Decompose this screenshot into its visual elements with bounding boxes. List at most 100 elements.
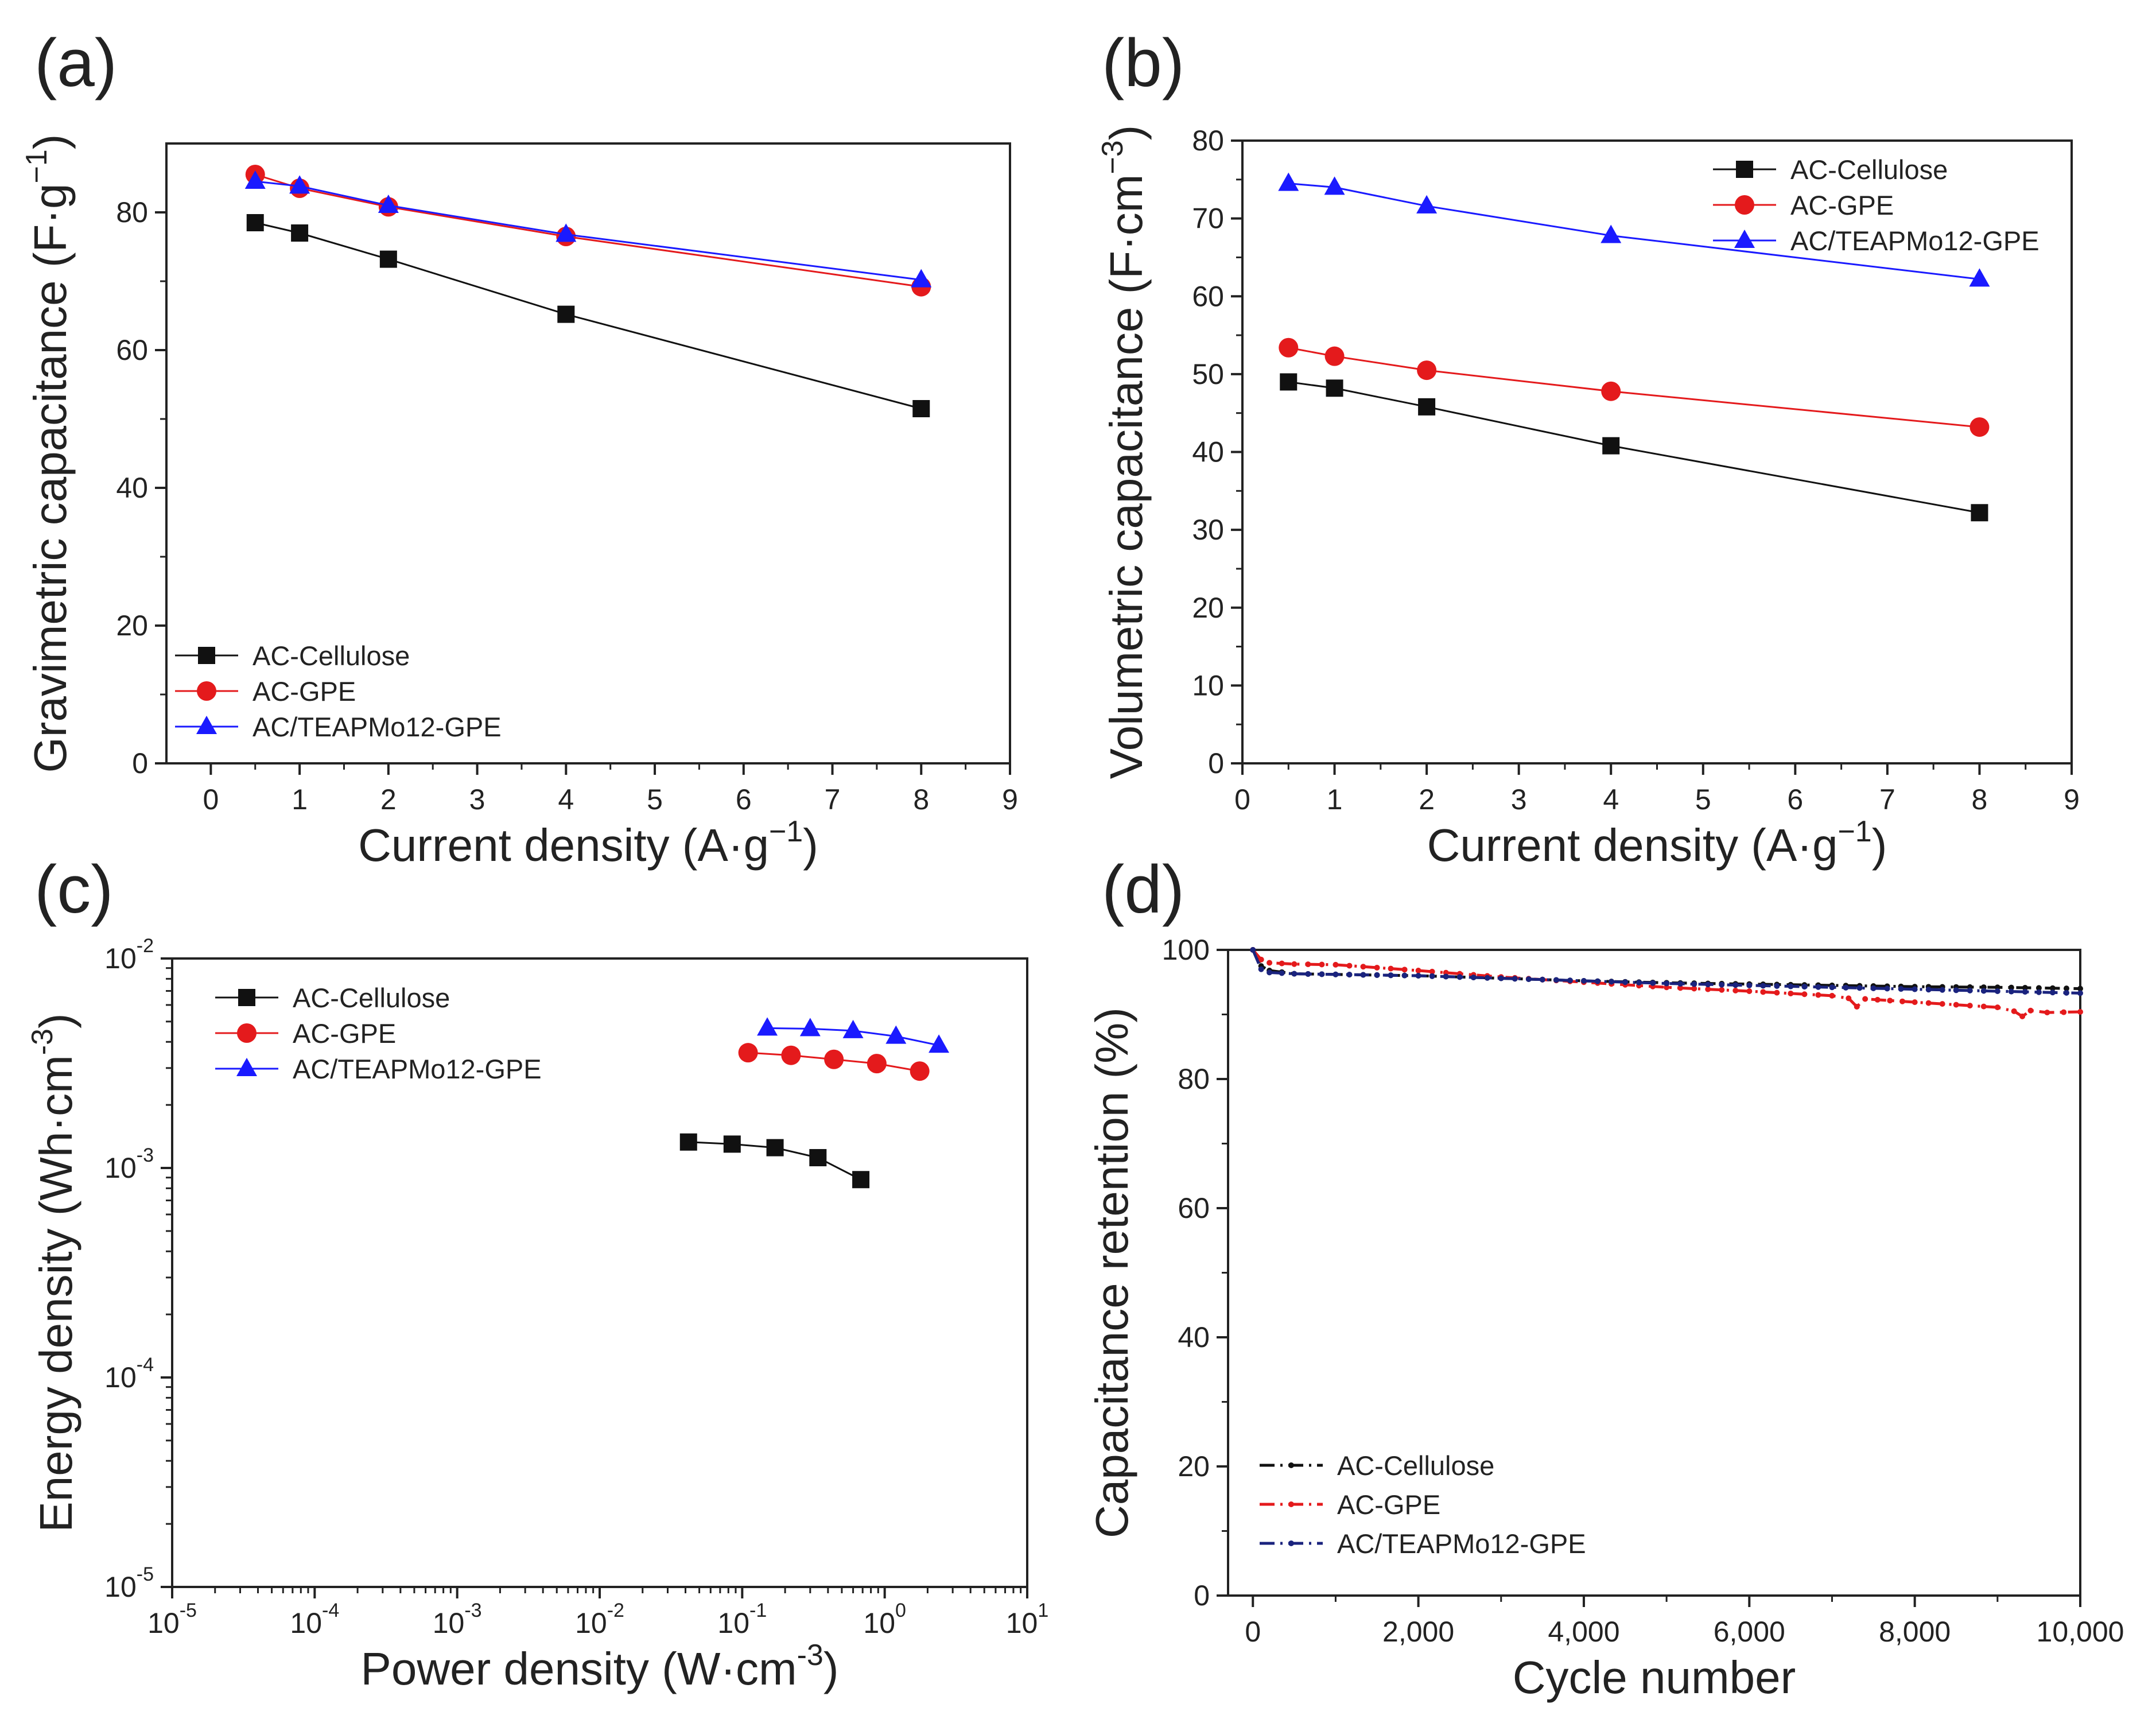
y-axis-title: Gravimetric capacitance (F·g−1) bbox=[20, 134, 76, 773]
legend-entry: AC-GPE bbox=[215, 1018, 396, 1049]
series-ac-gpe bbox=[738, 1043, 930, 1081]
x-tick-label: 6,000 bbox=[1714, 1616, 1785, 1648]
legend-marker bbox=[1736, 161, 1753, 178]
data-point bbox=[1319, 961, 1325, 968]
data-point bbox=[679, 1133, 697, 1151]
data-point bbox=[1319, 971, 1325, 977]
data-point bbox=[1388, 972, 1394, 979]
data-point bbox=[1829, 984, 1835, 991]
data-point bbox=[1305, 971, 1311, 977]
data-point bbox=[1429, 968, 1435, 975]
y-tick-label: 70 bbox=[1192, 203, 1224, 235]
data-point bbox=[1774, 989, 1780, 996]
legend-marker bbox=[236, 1058, 257, 1076]
x-tick-label: 3 bbox=[469, 783, 485, 816]
panel-label: (a) bbox=[34, 25, 117, 101]
data-point bbox=[1333, 961, 1339, 968]
legend-label: AC-GPE bbox=[293, 1018, 396, 1049]
legend-label: AC-Cellulose bbox=[1337, 1450, 1494, 1481]
x-tick-label: 7 bbox=[1879, 783, 1895, 816]
data-point bbox=[1601, 381, 1621, 401]
data-point bbox=[1874, 996, 1881, 1003]
x-tick-label: 6 bbox=[1787, 783, 1803, 816]
data-point bbox=[1415, 973, 1421, 979]
chart-panel-a: (a) 0 1 2 3 4 5 6 7 8 9 0 20 40 60 80 Current density (A… bbox=[20, 25, 1018, 871]
data-point bbox=[2049, 985, 2056, 991]
data-point bbox=[723, 1135, 741, 1153]
chart-panel-d: (d) 0 2,000 4,000 6,000 8,000 10,000 0 20 40 60 80 1… bbox=[1086, 852, 2124, 1703]
legend-label: AC-GPE bbox=[252, 676, 356, 707]
data-point bbox=[1525, 976, 1532, 982]
x-tick-label: 6 bbox=[736, 783, 752, 816]
data-point bbox=[1746, 988, 1753, 994]
x-tick-label: 2 bbox=[1419, 783, 1435, 816]
legend-entry: AC-Cellulose bbox=[215, 983, 450, 1013]
x-tick-label: 101 bbox=[1006, 1600, 1049, 1639]
x-tick-label: 10-1 bbox=[717, 1600, 767, 1639]
legend-entry: AC/TEAPMo12-GPE bbox=[1260, 1528, 1586, 1559]
x-axis-title: Cycle number bbox=[1513, 1652, 1796, 1703]
data-point bbox=[1884, 985, 1890, 992]
data-point bbox=[1291, 971, 1298, 977]
data-point bbox=[1746, 982, 1753, 988]
y-tick-label: 20 bbox=[1178, 1450, 1210, 1482]
data-point bbox=[1887, 998, 1893, 1004]
data-point bbox=[2077, 1009, 2083, 1015]
x-axis-title: Current density (A·g−1) bbox=[1427, 815, 1887, 871]
y-tick-label: 10-5 bbox=[104, 1563, 154, 1603]
legend-entry: AC/TEAPMo12-GPE bbox=[215, 1054, 542, 1084]
data-point bbox=[2063, 985, 2069, 992]
y-tick-label: 40 bbox=[1192, 436, 1224, 468]
data-point bbox=[1280, 373, 1298, 391]
data-point bbox=[1601, 224, 1622, 243]
data-point bbox=[1326, 379, 1343, 397]
data-point bbox=[2008, 984, 2014, 991]
data-point bbox=[1567, 977, 1573, 984]
data-point bbox=[867, 1054, 887, 1074]
data-point bbox=[1650, 980, 1656, 986]
data-point bbox=[1691, 981, 1697, 987]
y-tick-label: 60 bbox=[1178, 1192, 1210, 1224]
legend-marker bbox=[237, 1023, 257, 1043]
data-point bbox=[799, 1018, 821, 1037]
panel-label: (c) bbox=[34, 852, 114, 927]
data-point bbox=[2063, 989, 2069, 996]
legend-label: AC-GPE bbox=[1337, 1489, 1440, 1520]
data-point bbox=[2019, 1013, 2026, 1019]
x-tick-label: 2,000 bbox=[1382, 1616, 1454, 1648]
data-point bbox=[1862, 996, 1868, 1002]
data-point bbox=[2077, 985, 2083, 992]
data-point bbox=[842, 1019, 864, 1038]
data-point bbox=[1512, 976, 1518, 982]
data-point bbox=[1801, 991, 1808, 998]
x-axis-title: Current density (A·g−1) bbox=[358, 815, 818, 871]
data-point bbox=[1774, 983, 1780, 989]
y-tick-label: 40 bbox=[1178, 1321, 1210, 1353]
data-point bbox=[1801, 984, 1808, 990]
y-axis-title: Energy density (Wh·cm-3) bbox=[26, 1013, 81, 1532]
data-point bbox=[289, 175, 310, 194]
data-point bbox=[1360, 964, 1366, 970]
data-point bbox=[1279, 970, 1285, 976]
legend-marker bbox=[1288, 1462, 1294, 1468]
y-tick-label: 80 bbox=[1178, 1063, 1210, 1095]
data-point bbox=[1417, 360, 1437, 381]
data-point bbox=[291, 224, 309, 242]
data-point bbox=[1470, 975, 1477, 980]
data-point bbox=[1980, 988, 1987, 994]
data-point bbox=[1324, 176, 1345, 195]
legend-entry: AC/TEAPMo12-GPE bbox=[175, 712, 502, 742]
data-point bbox=[1636, 980, 1642, 985]
legend-marker bbox=[1734, 230, 1755, 248]
data-point bbox=[1553, 977, 1559, 983]
panel-label: (d) bbox=[1102, 852, 1184, 927]
y-tick-label: 20 bbox=[1192, 592, 1224, 624]
data-point bbox=[379, 250, 397, 268]
legend-entry: AC-Cellulose bbox=[1260, 1450, 1494, 1481]
x-tick-label: 10-4 bbox=[290, 1600, 339, 1639]
x-tick-label: 5 bbox=[647, 783, 663, 816]
data-point bbox=[1609, 979, 1615, 985]
data-point bbox=[1360, 972, 1366, 978]
legend-marker bbox=[198, 647, 215, 664]
